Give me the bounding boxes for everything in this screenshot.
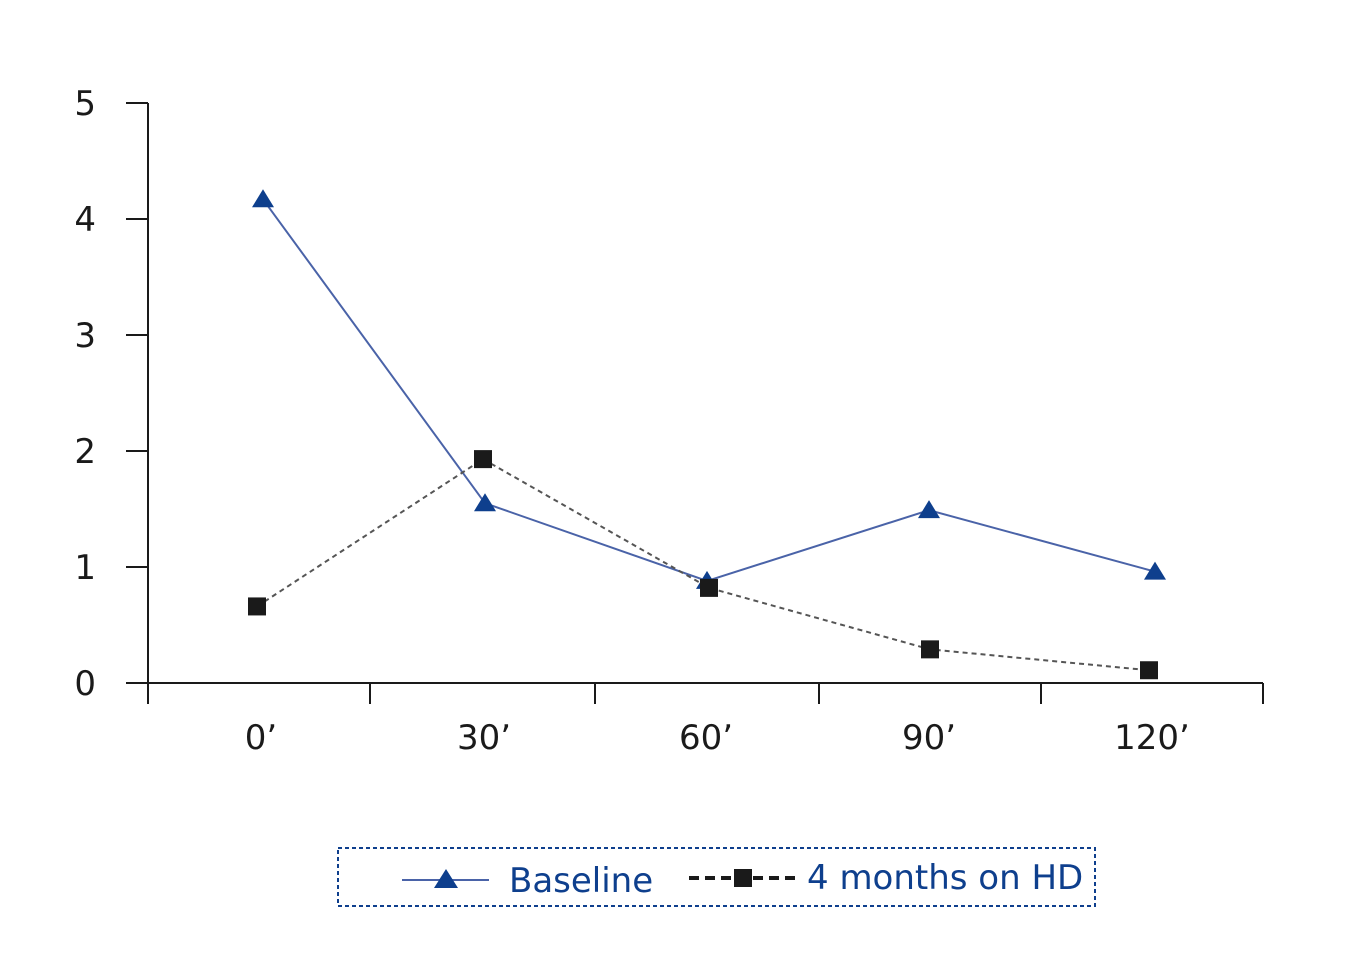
axes	[147, 103, 1263, 703]
y-tick-label: 4	[74, 200, 96, 240]
y-tick-label: 5	[74, 84, 96, 124]
data-point-square	[1140, 661, 1158, 680]
y-tick-label: 0	[74, 664, 96, 704]
y-tick-label: 2	[74, 432, 96, 472]
data-point-triangle	[252, 189, 274, 208]
series-4-months-on-hd	[248, 450, 1158, 680]
series-line	[262, 198, 1156, 582]
x-tick-label: 90’	[902, 718, 956, 758]
legend-marker-square	[734, 869, 752, 887]
series-line	[256, 457, 1150, 672]
data-point-square	[921, 640, 939, 659]
x-tick-label: 60’	[679, 718, 733, 758]
y-axis-ticks: 0 1 2 3 4 5	[74, 84, 148, 704]
data-point-square	[248, 597, 266, 616]
x-tick-label: 30’	[457, 718, 511, 758]
data-point-triangle	[918, 500, 940, 519]
data-point-square	[474, 450, 492, 469]
x-tick-label: 120’	[1114, 718, 1190, 758]
data-point-triangle	[1144, 561, 1166, 580]
data-point-triangle	[474, 493, 496, 512]
series-group	[248, 189, 1166, 680]
x-axis-ticks: 0’ 30’ 60’ 90’ 120’	[147, 683, 1264, 758]
series-baseline	[252, 189, 1166, 589]
legend-label-4-months-on-hd: 4 months on HD	[807, 858, 1083, 898]
legend-box	[337, 847, 1096, 907]
legend: Baseline 4 months on HD	[337, 847, 1096, 907]
legend-marker-triangle	[434, 869, 458, 888]
x-tick-label: 0’	[245, 718, 277, 758]
y-tick-label: 3	[74, 316, 96, 356]
legend-label-baseline: Baseline	[509, 861, 653, 901]
y-tick-label: 1	[74, 548, 96, 588]
data-point-square	[700, 578, 718, 597]
